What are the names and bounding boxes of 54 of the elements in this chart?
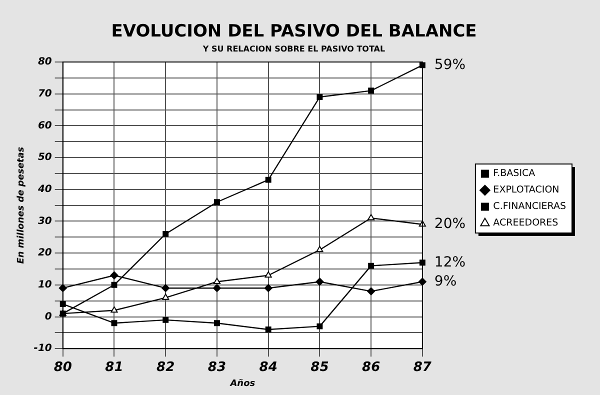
chart-subtitle: Y SU RELACION SOBRE EL PASIVO TOTAL <box>202 44 386 54</box>
legend-label: ACREEDORES <box>493 218 558 229</box>
x-tick-label: 81 <box>105 360 124 375</box>
point <box>111 282 118 288</box>
point <box>316 246 324 252</box>
y-tick-label: 60 <box>38 120 52 132</box>
x-tick-label: 87 <box>413 360 432 375</box>
x-tick-label: 86 <box>362 360 380 375</box>
point <box>162 316 169 323</box>
y-tick-label: 80 <box>38 56 52 68</box>
legend-label: F.BASICA <box>493 168 536 180</box>
point <box>264 271 272 278</box>
y-tick-label: 50 <box>38 152 52 164</box>
point <box>316 323 323 330</box>
y-tick-label: 40 <box>36 184 52 195</box>
legend-label: C.FINANCIERAS <box>493 201 566 212</box>
point <box>111 320 118 326</box>
point <box>316 278 324 286</box>
point <box>368 88 374 94</box>
point <box>162 294 170 300</box>
point <box>368 214 375 220</box>
y-tick-label: 20 <box>38 248 52 259</box>
point <box>264 284 272 292</box>
annotation: 9% <box>434 273 457 290</box>
point <box>213 278 220 284</box>
y-axis-title: En millones de pesetas <box>16 146 27 264</box>
legend-label: EXPLOTACION <box>493 184 560 196</box>
point <box>162 230 169 237</box>
y-tick-label: 10 <box>38 280 52 291</box>
x-tick-label: 85 <box>310 360 329 375</box>
x-axis-title: Años <box>229 378 256 389</box>
y-tick-label: -10 <box>34 343 52 354</box>
point <box>214 320 220 326</box>
point <box>265 176 272 183</box>
x-tick-label: 83 <box>208 360 226 375</box>
x-tick-label: 82 <box>156 360 175 375</box>
point <box>214 199 220 206</box>
point <box>368 262 374 269</box>
point <box>367 287 376 296</box>
point <box>265 326 272 332</box>
point <box>110 306 118 313</box>
y-tick-label: 70 <box>38 88 52 100</box>
point <box>212 284 221 292</box>
point <box>316 94 323 100</box>
point <box>162 284 170 292</box>
annotation: 59% <box>434 56 466 73</box>
y-tick-label: 0 <box>44 311 52 322</box>
point <box>110 271 118 280</box>
annotation: 20% <box>434 216 466 232</box>
chart-title: EVOLUCION DEL PASIVO DEL BALANCE <box>111 22 477 42</box>
x-tick-label: 84 <box>259 360 278 375</box>
annotation: 12% <box>434 254 466 270</box>
y-tick-label: 30 <box>38 216 52 227</box>
x-tick-label: 80 <box>54 360 72 375</box>
